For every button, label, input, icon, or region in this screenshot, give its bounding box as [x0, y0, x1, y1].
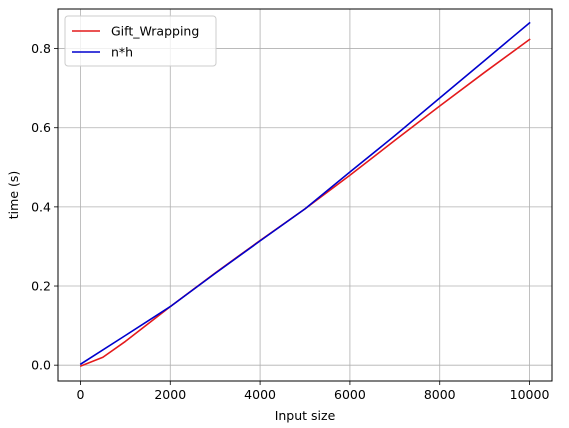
- plot-frame: [57, 8, 553, 382]
- x-tick-label: 2000: [154, 387, 186, 402]
- y-tick-label: 0.2: [31, 279, 51, 294]
- x-tick-label: 8000: [424, 387, 456, 402]
- y-tick-label: 0.6: [31, 120, 51, 135]
- legend-box: [64, 15, 217, 67]
- y-tick-label: 0.8: [31, 41, 51, 56]
- x-tick-label: 10000: [510, 387, 550, 402]
- grid: [58, 9, 552, 381]
- ticks: 0 2000 4000 6000 8000 10000 0.0 0.2 0.4 0.6 0.8: [31, 41, 549, 402]
- y-axis-label: time (s): [6, 171, 21, 219]
- y-tick-label: 0.0: [31, 358, 51, 373]
- x-axis-label: Input size: [275, 408, 336, 423]
- x-tick-label: 0: [76, 387, 84, 402]
- legend: Gift_Wrapping n*h: [64, 15, 217, 67]
- series-line-1: [79, 21, 531, 366]
- x-tick-label: 6000: [334, 387, 366, 402]
- legend-label-n-h: n*h: [111, 45, 133, 60]
- series-layer: [79, 21, 531, 367]
- y-tick-label: 0.4: [31, 199, 51, 214]
- x-tick-label: 4000: [244, 387, 276, 402]
- legend-label-gift-wrapping: Gift_Wrapping: [111, 24, 199, 39]
